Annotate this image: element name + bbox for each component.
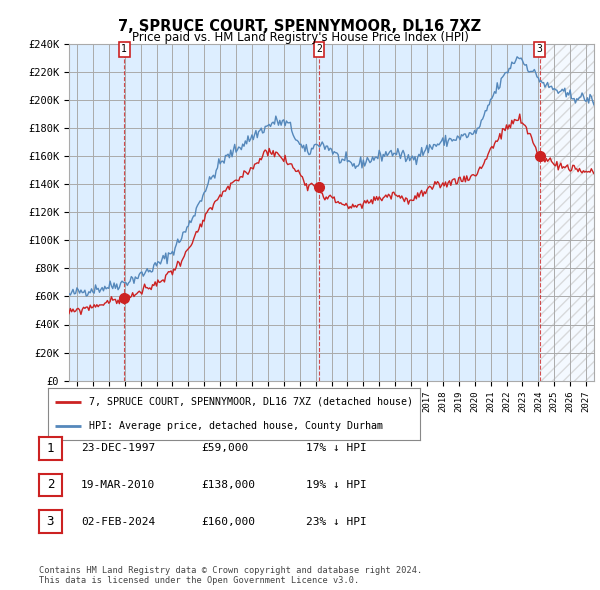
Text: 23-DEC-1997: 23-DEC-1997 <box>81 444 155 453</box>
Text: 23% ↓ HPI: 23% ↓ HPI <box>306 517 367 526</box>
Text: £160,000: £160,000 <box>201 517 255 526</box>
Text: 2: 2 <box>47 478 54 491</box>
Text: £59,000: £59,000 <box>201 444 248 453</box>
Text: 19% ↓ HPI: 19% ↓ HPI <box>306 480 367 490</box>
Text: Contains HM Land Registry data © Crown copyright and database right 2024.
This d: Contains HM Land Registry data © Crown c… <box>39 566 422 585</box>
Bar <box>540 44 594 381</box>
Text: 3: 3 <box>537 44 542 54</box>
Text: 7, SPRUCE COURT, SPENNYMOOR, DL16 7XZ (detached house): 7, SPRUCE COURT, SPENNYMOOR, DL16 7XZ (d… <box>89 396 413 407</box>
Text: HPI: Average price, detached house, County Durham: HPI: Average price, detached house, Coun… <box>89 421 383 431</box>
Text: Price paid vs. HM Land Registry's House Price Index (HPI): Price paid vs. HM Land Registry's House … <box>131 31 469 44</box>
Text: 2: 2 <box>316 44 322 54</box>
Text: 1: 1 <box>121 44 127 54</box>
Text: 7, SPRUCE COURT, SPENNYMOOR, DL16 7XZ: 7, SPRUCE COURT, SPENNYMOOR, DL16 7XZ <box>118 19 482 34</box>
Text: £138,000: £138,000 <box>201 480 255 490</box>
Text: 1: 1 <box>47 442 54 455</box>
Text: 19-MAR-2010: 19-MAR-2010 <box>81 480 155 490</box>
Text: 02-FEB-2024: 02-FEB-2024 <box>81 517 155 526</box>
Text: 17% ↓ HPI: 17% ↓ HPI <box>306 444 367 453</box>
Text: 3: 3 <box>47 515 54 528</box>
